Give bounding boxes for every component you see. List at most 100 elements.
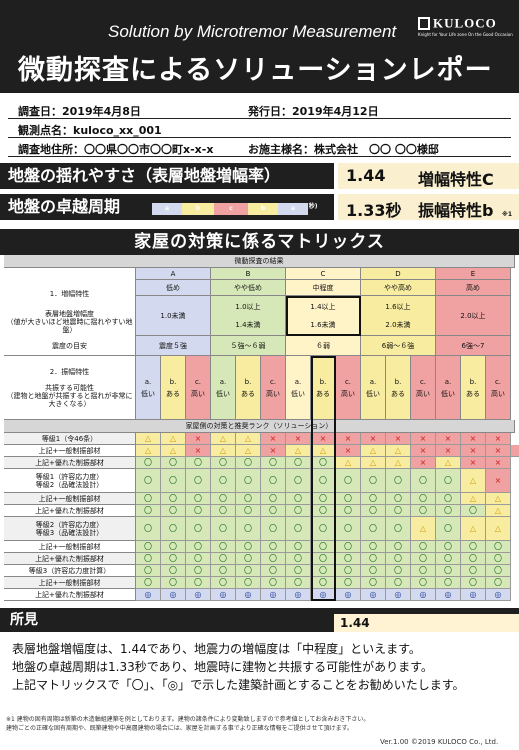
- rank-row-label: 上記+優れた制振部材: [4, 589, 136, 601]
- vib-cell: c. 高い: [261, 356, 286, 420]
- vib-cell: a. 低い: [361, 356, 386, 420]
- vib-cell: a. 低い: [436, 356, 461, 420]
- rank-cell: 〇: [261, 541, 286, 553]
- rank-cell: 〇: [186, 493, 211, 505]
- rank-cell: ◎: [336, 589, 361, 601]
- rank-cell: ◎: [236, 589, 261, 601]
- rank-cell: 〇: [311, 493, 336, 505]
- rank-cell: 〇: [211, 457, 236, 469]
- rank-cell: △: [361, 445, 386, 457]
- rank-cell: 〇: [136, 541, 161, 553]
- grade-d-letter: D: [361, 268, 436, 280]
- rank-cell: 〇: [486, 565, 511, 577]
- period-value: 1.33秒: [346, 201, 402, 220]
- grade-a-intensity: 震度５強: [136, 336, 211, 356]
- vib-cell: b. ある: [311, 356, 336, 420]
- rank-cell: 〇: [161, 541, 186, 553]
- rank-cell: ×: [186, 445, 211, 457]
- rank-header: 家屋側の対策と推奨ランク（ソリューション）: [4, 420, 515, 433]
- rank-cell: △: [236, 445, 261, 457]
- period-characteristic: 振幅特性b: [418, 201, 494, 220]
- grade-e-range: 2.0以上: [436, 296, 511, 336]
- rank-cell: 〇: [386, 577, 411, 589]
- matrix-title: 家屋の対策に係るマトリックス: [0, 229, 519, 255]
- rank-cell: 〇: [211, 553, 236, 565]
- rank-cell: 〇: [211, 493, 236, 505]
- version-label: Ver.1.00 ©2019 KULOCO Co., Ltd.: [380, 738, 499, 746]
- footnote-2: 建物ごとの正確な固有周期や、既築建物や中高層建物の場合には、家屋を計画する事でよ…: [6, 725, 354, 732]
- rank-cell: 〇: [461, 565, 486, 577]
- point-name: 観測点名：kuloco_xx_001: [18, 124, 162, 137]
- rank-cell: ×: [311, 433, 336, 445]
- rank-cell: 〇: [236, 517, 261, 541]
- rank-cell: 〇: [311, 577, 336, 589]
- rank-cell: △: [161, 445, 186, 457]
- rank-cell: 〇: [236, 469, 261, 493]
- rank-cell: ×: [261, 433, 286, 445]
- rank-cell: 〇: [386, 517, 411, 541]
- rank-cell: △: [286, 445, 311, 457]
- rank-cell: △: [361, 457, 386, 469]
- rank-cell: 〇: [236, 553, 261, 565]
- rank-cell: 〇: [361, 553, 386, 565]
- grade-d-intensity: 6弱～６強: [361, 336, 436, 356]
- rank-cell: 〇: [161, 553, 186, 565]
- rank-cell: 〇: [211, 565, 236, 577]
- rank-cell: 〇: [486, 577, 511, 589]
- rank-cell: △: [386, 457, 411, 469]
- rank-row-label: 上記+一般制振部材: [4, 541, 136, 553]
- report-title: 微動探査によるソリューションレポート: [18, 55, 493, 125]
- vib-label: 2．振幅特性: [49, 367, 90, 376]
- grade-e-intensity: 6強～7: [436, 336, 511, 356]
- rank-cell: ×: [436, 445, 461, 457]
- rank-cell: 〇: [161, 493, 186, 505]
- rank-cell: 〇: [336, 469, 361, 493]
- rank-cell: 〇: [286, 469, 311, 493]
- rank-cell: 〇: [136, 565, 161, 577]
- rank-cell: 〇: [211, 505, 236, 517]
- shake-label: 地盤の揺れやすさ（表層地盤増幅率）: [0, 163, 334, 189]
- rank-cell: 〇: [161, 457, 186, 469]
- period-result: 1.33秒 振幅特性b ※1: [338, 194, 519, 220]
- grade-c-name: 中程度: [286, 280, 361, 296]
- rank-cell: 〇: [261, 457, 286, 469]
- rank-cell: ×: [486, 457, 511, 469]
- grade-c-letter: C: [286, 268, 361, 280]
- rank-cell: 〇: [411, 493, 436, 505]
- rank-cell: ×: [286, 433, 311, 445]
- rank-cell: 〇: [261, 493, 286, 505]
- rank-cell: 〇: [361, 517, 386, 541]
- rank-cell: 〇: [161, 517, 186, 541]
- rank-cell: 〇: [311, 565, 336, 577]
- grade-b-range: 1.0以上 1.4未満: [211, 296, 286, 336]
- rank-cell: ◎: [186, 589, 211, 601]
- rank-row-label: 上記+優れた制振部材: [4, 457, 136, 469]
- rank-cell: 〇: [311, 553, 336, 565]
- rank-cell: △: [486, 505, 511, 517]
- grade-b-name: やや低め: [211, 280, 286, 296]
- rank-cell: ◎: [211, 589, 236, 601]
- rank-cell: 〇: [386, 505, 411, 517]
- rank-cell: ◎: [411, 589, 436, 601]
- rank-cell: 〇: [236, 577, 261, 589]
- rank-cell: 〇: [211, 577, 236, 589]
- rank-cell: ◎: [261, 589, 286, 601]
- rank-cell: 〇: [186, 505, 211, 517]
- period-scale: 0.1 0.25 0.5 2.0 (秒) a b c b a: [146, 194, 326, 220]
- grade-c-range: 1.4以上 1.6未満: [286, 296, 361, 336]
- vib-cell: a. 低い: [286, 356, 311, 420]
- vib-cell: a. 低い: [211, 356, 236, 420]
- rank-cell: 〇: [436, 565, 461, 577]
- rank-cell: 〇: [136, 577, 161, 589]
- rank-cell: 〇: [186, 457, 211, 469]
- rank-cell: ◎: [361, 589, 386, 601]
- rank-cell: 〇: [136, 457, 161, 469]
- rank-cell: ×: [511, 445, 519, 457]
- rank-cell: 〇: [186, 469, 211, 493]
- rank-cell: 〇: [461, 505, 486, 517]
- issue-date: 発行日：2019年4月12日: [248, 105, 379, 118]
- rank-cell: 〇: [186, 517, 211, 541]
- rank-cell: 〇: [261, 565, 286, 577]
- period-note: ※1: [502, 211, 513, 218]
- grade-a-letter: A: [136, 268, 211, 280]
